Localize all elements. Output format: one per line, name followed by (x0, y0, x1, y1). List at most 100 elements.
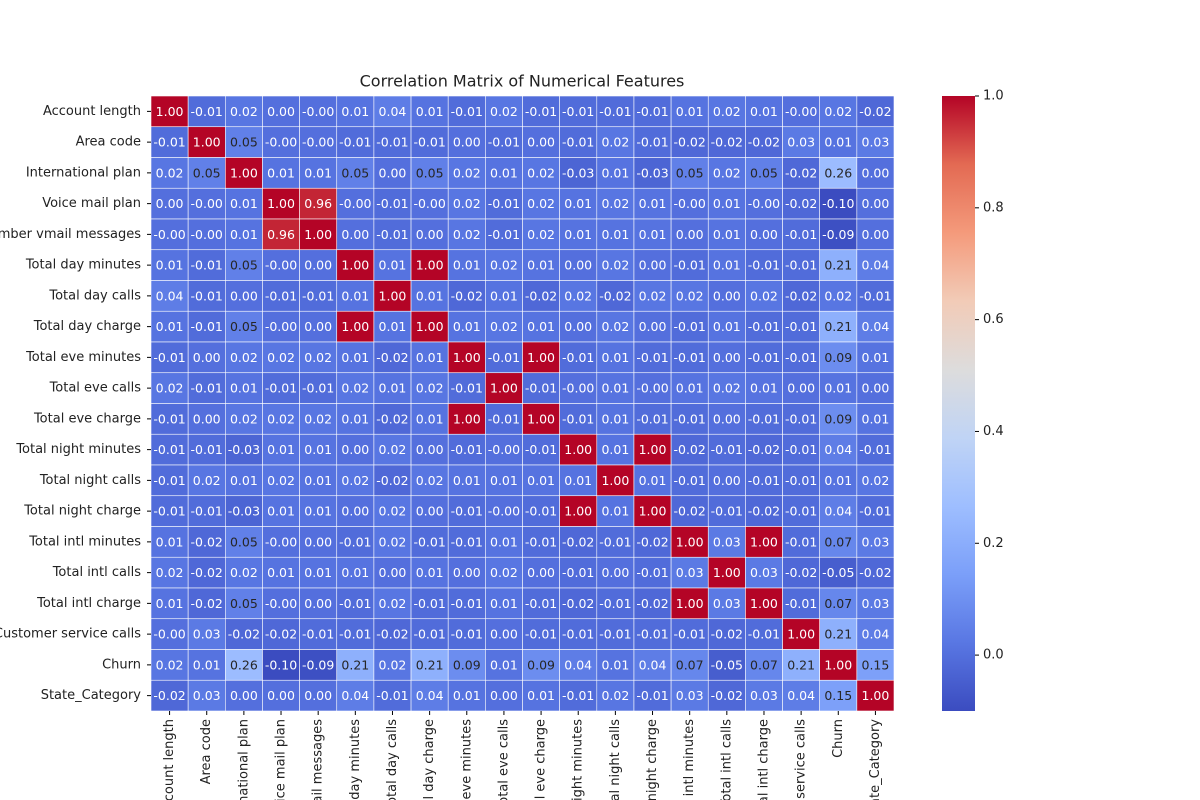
cell-label: 0.01 (156, 319, 184, 334)
cell-label: -0.01 (748, 350, 780, 365)
heatmap-cell (262, 280, 300, 312)
heatmap-cell (410, 310, 449, 343)
cell-label: 1.00 (341, 319, 369, 334)
heatmap-cell (299, 249, 338, 281)
heatmap-cell (447, 526, 486, 558)
heatmap-cell (782, 649, 820, 681)
heatmap-cell (856, 403, 895, 435)
cell-label: 0.01 (416, 104, 444, 119)
heatmap-cell (633, 95, 672, 128)
heatmap-cell (225, 372, 263, 404)
heatmap-cell (596, 403, 635, 435)
cell-label: 0.01 (416, 411, 444, 426)
cell-label: -0.01 (376, 135, 408, 150)
heatmap-cell (782, 679, 820, 712)
heatmap-cell (485, 433, 523, 466)
cell-label: 0.01 (490, 596, 518, 611)
cell-label: 0.02 (490, 258, 518, 273)
heatmap-cell (856, 341, 895, 374)
heatmap-cell (187, 679, 226, 712)
heatmap-cell (670, 556, 709, 589)
heatmap-cell (187, 280, 226, 312)
cell-label: 0.01 (416, 288, 444, 303)
heatmap-cell (670, 495, 709, 527)
cell-label: 0.01 (304, 504, 332, 519)
colorbar-tick-label: 1.0 (983, 89, 1004, 104)
cell-label: 0.04 (379, 104, 407, 119)
y-tick-label: Total eve charge (33, 411, 141, 426)
cell-label: 1.00 (824, 657, 852, 672)
cell-label: 0.00 (676, 227, 704, 242)
heatmap-cell (633, 433, 672, 466)
cell-label: 1.00 (676, 534, 704, 549)
cell-label: 0.00 (304, 596, 332, 611)
cell-label: 0.03 (713, 534, 741, 549)
heatmap-cell (522, 526, 560, 558)
heatmap-cell (262, 341, 300, 374)
heatmap-cell (336, 556, 375, 589)
cell-label: 0.04 (156, 288, 184, 303)
cell-label: -0.01 (265, 381, 297, 396)
y-tick-label: Account length (43, 104, 141, 119)
cell-label: 0.01 (341, 565, 369, 580)
heatmap-cell (410, 526, 449, 558)
cell-label: 1.00 (676, 596, 704, 611)
cell-label: -0.01 (339, 534, 371, 549)
cell-label: -0.02 (191, 565, 223, 580)
heatmap-cell (559, 403, 598, 435)
y-tick-label: International plan (26, 165, 141, 180)
cell-label: -0.03 (562, 165, 594, 180)
cell-label: -0.01 (376, 196, 408, 211)
cell-label: 0.02 (601, 196, 629, 211)
heatmap-cell (410, 587, 449, 620)
cell-label: 0.00 (453, 565, 481, 580)
cell-label: -0.01 (302, 381, 334, 396)
heatmap-cell (707, 126, 746, 158)
cell-label: -0.09 (822, 227, 854, 242)
cell-label: -0.01 (748, 473, 780, 488)
heatmap-cell (856, 649, 895, 681)
cell-label: 0.01 (639, 227, 667, 242)
cell-label: 0.00 (453, 135, 481, 150)
heatmap-cell (707, 679, 746, 712)
cell-label: -0.01 (562, 350, 594, 365)
cell-label: 0.01 (379, 319, 407, 334)
cell-label: 0.00 (193, 411, 221, 426)
y-tick-label: Churn (102, 657, 141, 672)
cell-label: 1.00 (787, 627, 815, 642)
heatmap-cell (633, 157, 672, 189)
cell-label: 0.05 (416, 165, 444, 180)
cell-label: 0.02 (527, 196, 555, 211)
heatmap-cell (745, 679, 783, 712)
cell-label: 0.00 (862, 196, 890, 211)
cell-label: 0.02 (564, 288, 592, 303)
heatmap-cell (299, 218, 338, 251)
cell-label: 0.01 (601, 411, 629, 426)
cell-label: 0.26 (230, 657, 258, 672)
cell-label: 0.00 (156, 196, 184, 211)
cell-label: 0.01 (341, 104, 369, 119)
cell-label: 0.07 (824, 534, 852, 549)
cell-label: 0.00 (379, 565, 407, 580)
heatmap-cell (373, 310, 412, 343)
cell-label: -0.00 (153, 627, 185, 642)
cell-label: 0.02 (156, 565, 184, 580)
cell-label: -0.01 (562, 688, 594, 703)
cell-label: 0.02 (601, 319, 629, 334)
cell-label: -0.00 (674, 196, 706, 211)
heatmap-cell (485, 587, 523, 620)
heatmap-cell (745, 464, 783, 497)
heatmap-cell (336, 341, 375, 374)
cell-label: 1.00 (490, 381, 518, 396)
cell-label: 0.00 (862, 227, 890, 242)
heatmap-cell (559, 556, 598, 589)
cell-label: 0.01 (156, 258, 184, 273)
cell-label: 0.01 (601, 657, 629, 672)
cell-label: 0.00 (230, 688, 258, 703)
cell-label: 0.09 (824, 350, 852, 365)
cell-label: 0.00 (416, 227, 444, 242)
heatmap-cell (856, 618, 895, 650)
heatmap-cell (410, 249, 449, 281)
cell-label: 0.02 (601, 258, 629, 273)
cell-label: 1.00 (453, 350, 481, 365)
